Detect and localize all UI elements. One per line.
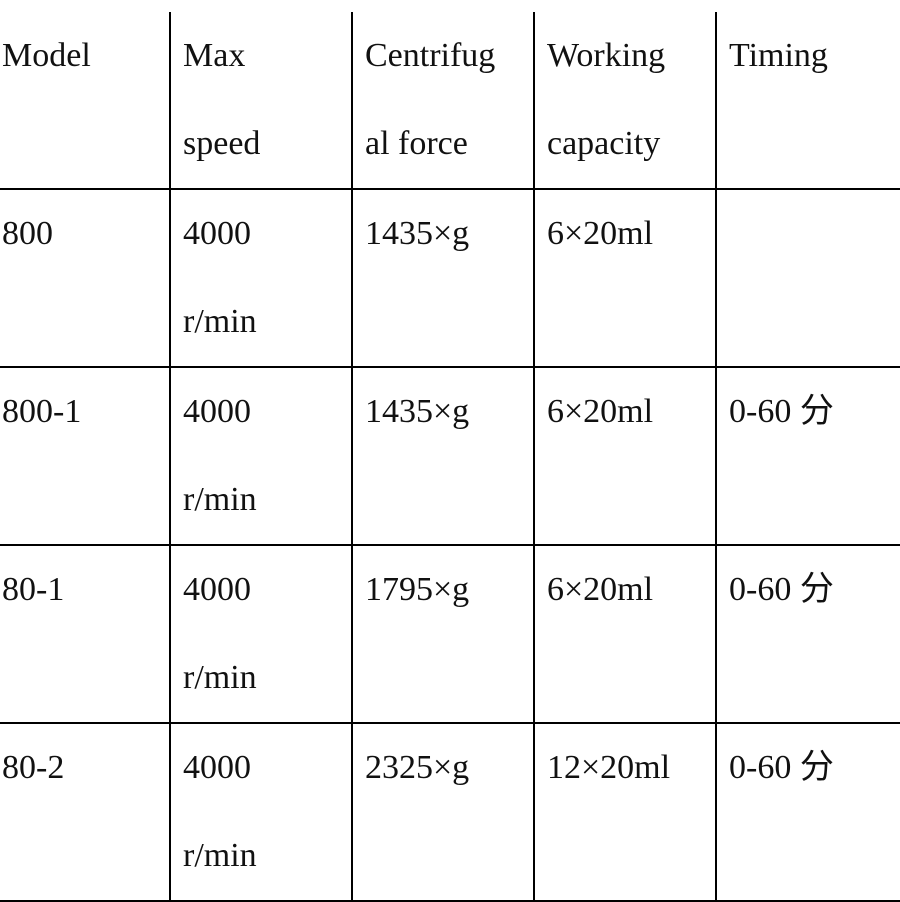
data-row: 80-1 4000 r/min 1795×g 6×20ml 0-60 分: [0, 545, 900, 724]
data-row-cell: [716, 189, 900, 368]
data-row-cell: 1435×g: [352, 367, 535, 546]
data-row-cell: 6×20ml: [534, 545, 717, 724]
data-row-cell: 12×20ml: [534, 723, 717, 902]
data-row-cell: 6×20ml: [534, 189, 717, 368]
data-row-cell: 2325×g: [352, 723, 535, 902]
data-row: 800-1 4000 r/min 1435×g 6×20ml 0-60 分: [0, 367, 900, 546]
data-row-cell: 80-2: [0, 723, 171, 902]
data-row-cell: 0-60 分: [716, 545, 900, 724]
header-row-cell: Centrifug al force: [352, 12, 535, 190]
data-row-cell: 0-60 分: [716, 367, 900, 546]
data-row-cell: 1795×g: [352, 545, 535, 724]
data-row-cell: 1435×g: [352, 189, 535, 368]
header-row-cell: Working capacity: [534, 12, 717, 190]
data-row-cell: 6×20ml: [534, 367, 717, 546]
data-row-cell: 4000 r/min: [170, 545, 353, 724]
header-row-cell: Max speed: [170, 12, 353, 190]
data-row-cell: 4000 r/min: [170, 367, 353, 546]
data-row: 80-2 4000 r/min 2325×g 12×20ml 0-60 分: [0, 723, 900, 902]
data-row-cell: 800-1: [0, 367, 171, 546]
header-row-cell: Timing: [716, 12, 900, 190]
data-row-cell: 4000 r/min: [170, 723, 353, 902]
spec-table: Model Max speed Centrifug al force Working …: [0, 12, 900, 902]
table-body: Model Max speed Centrifug al force Working …: [0, 12, 900, 902]
data-row-cell: 800: [0, 189, 171, 368]
header-row: Model Max speed Centrifug al force Working …: [0, 12, 900, 190]
data-row-cell: 4000 r/min: [170, 189, 353, 368]
header-row-cell: Model: [0, 12, 171, 190]
data-row-cell: 80-1: [0, 545, 171, 724]
data-row: 800 4000 r/min 1435×g 6×20ml: [0, 189, 900, 368]
data-row-cell: 0-60 分: [716, 723, 900, 902]
